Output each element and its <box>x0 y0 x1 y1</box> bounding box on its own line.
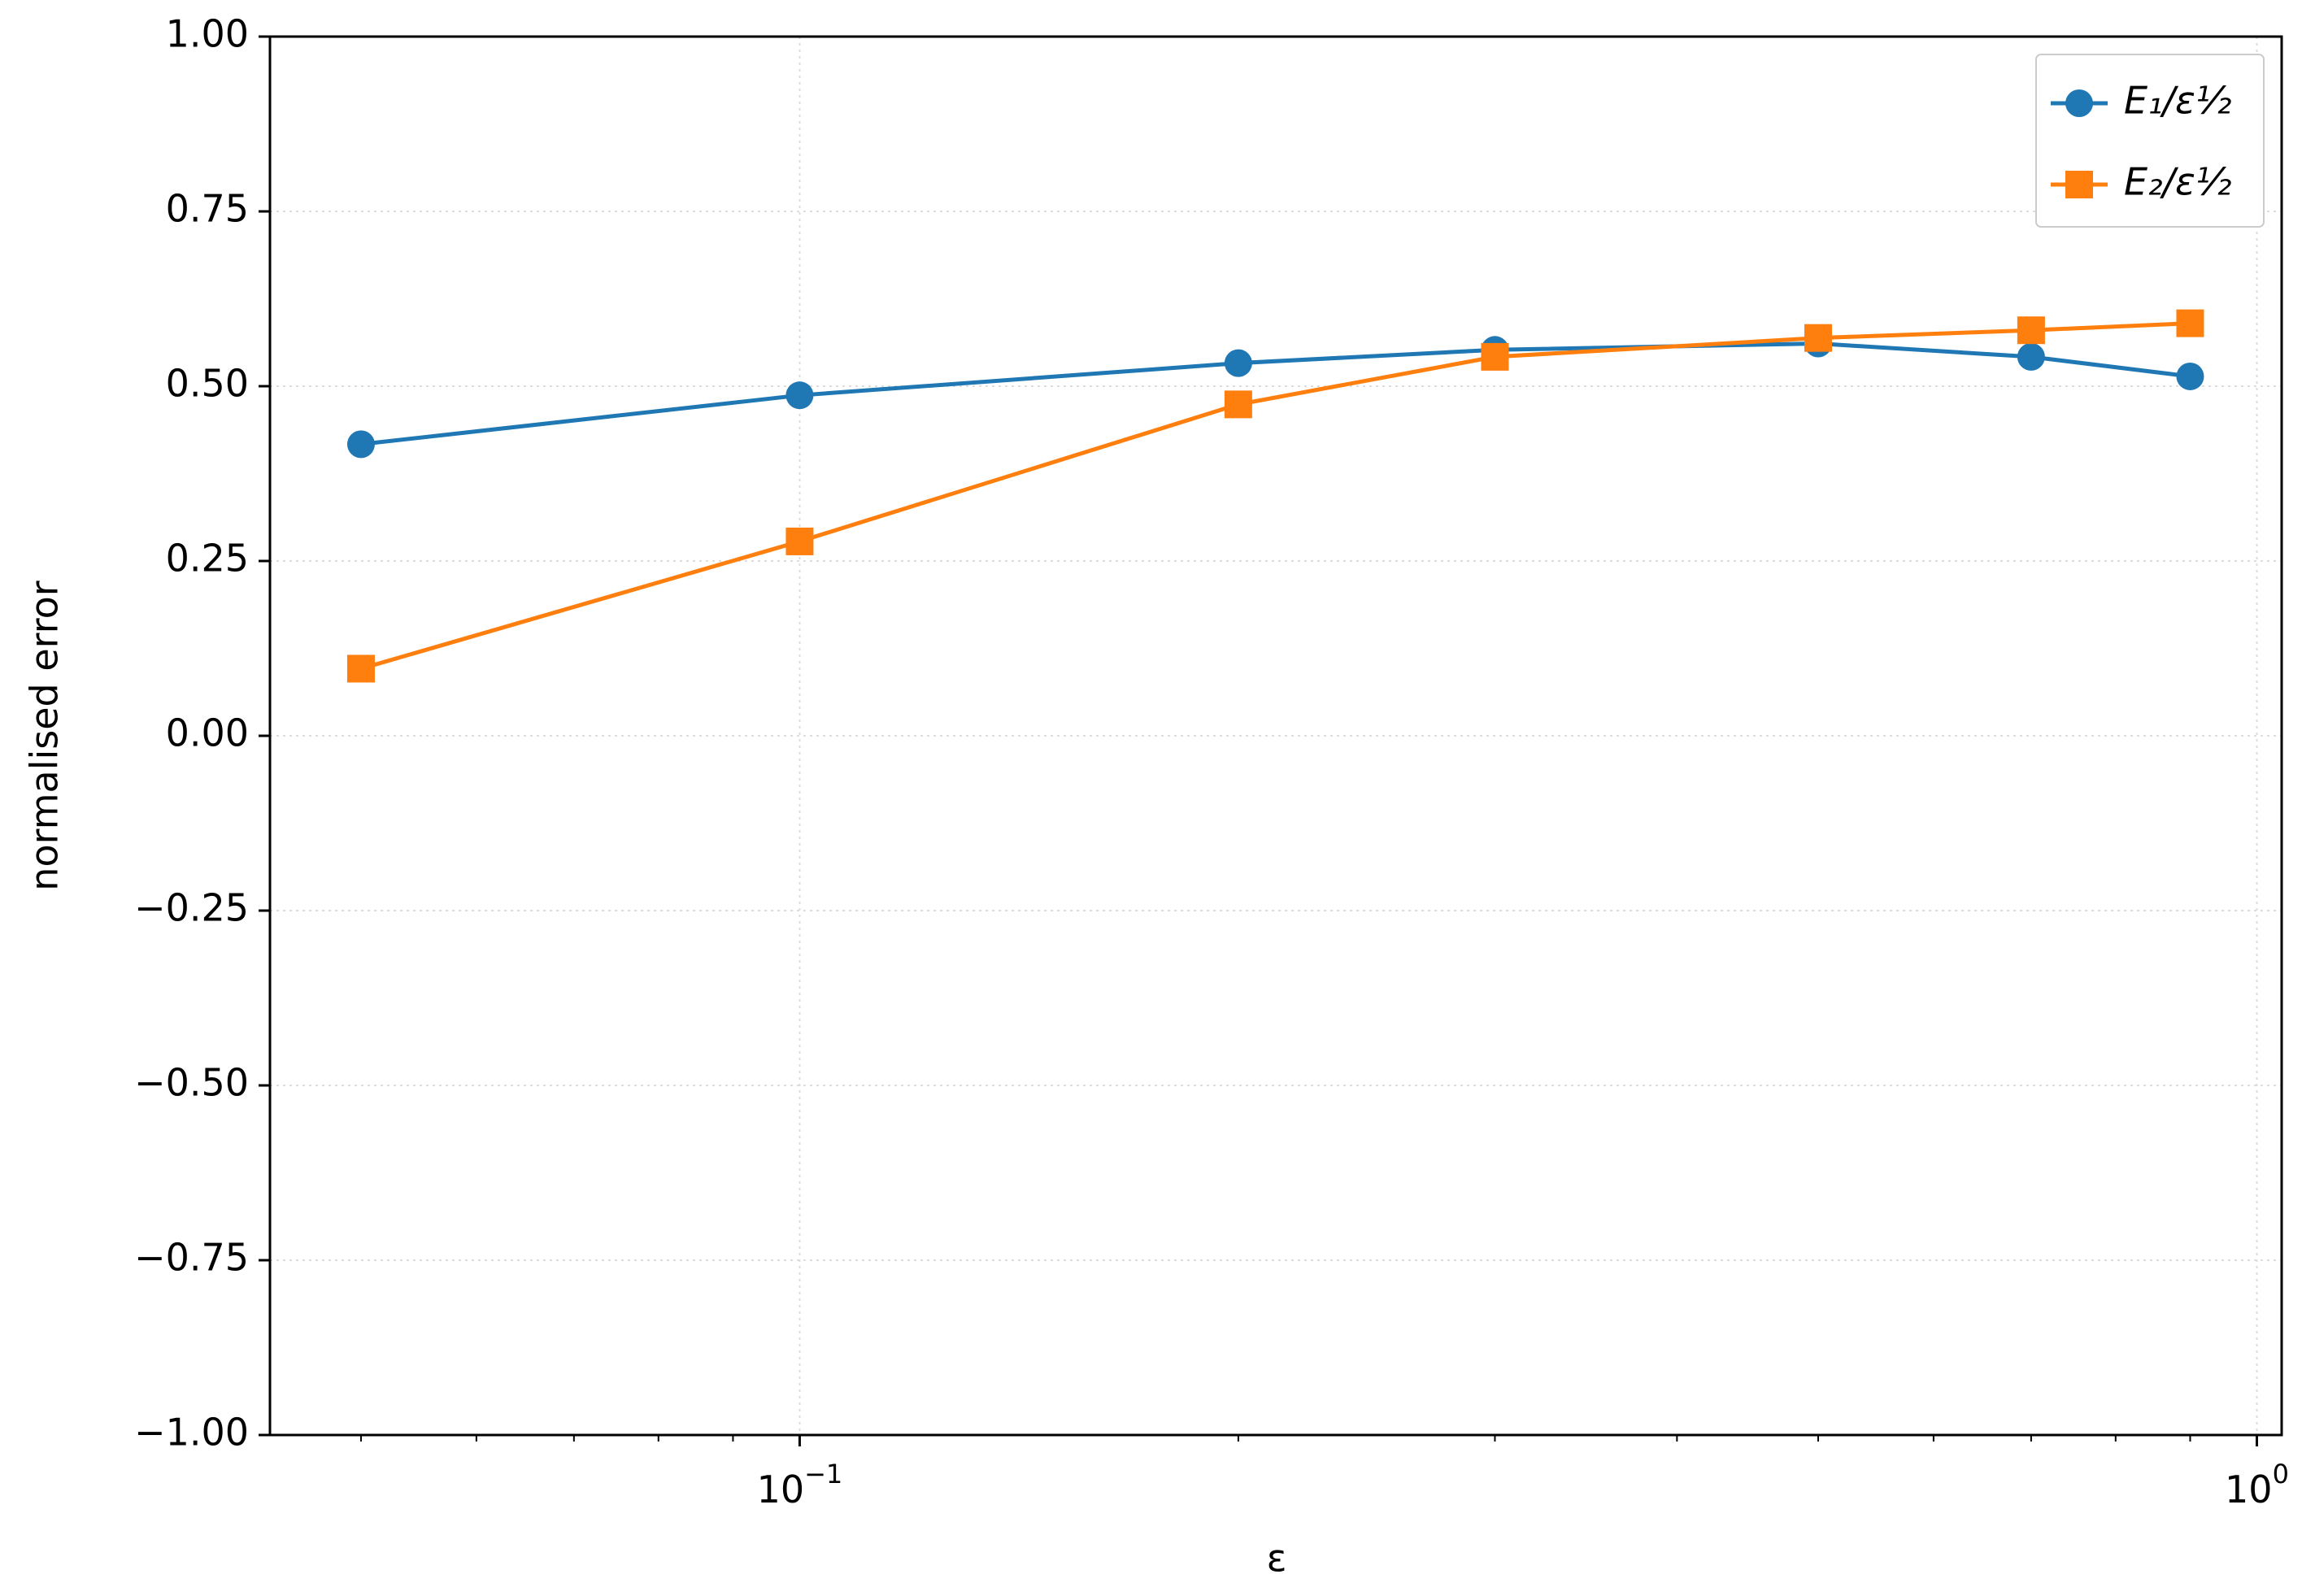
data-point <box>2176 362 2204 390</box>
y-tick-label: 0.00 <box>166 711 249 755</box>
data-point <box>1804 324 1833 352</box>
y-tick-label: −0.50 <box>134 1061 249 1105</box>
data-point <box>2017 342 2045 371</box>
y-tick-label: −0.75 <box>134 1236 249 1280</box>
y-tick-label: 0.50 <box>166 362 249 406</box>
legend-label: E₂/ε½ <box>2124 160 2231 204</box>
x-tick-exponent: −1 <box>804 1459 842 1489</box>
x-tick-label: 10−1 <box>757 1459 843 1511</box>
data-point <box>2176 309 2204 337</box>
data-point <box>785 381 814 410</box>
y-tick-label: 0.25 <box>166 537 249 581</box>
y-tick-label: −1.00 <box>134 1411 249 1455</box>
y-tick-label: 1.00 <box>166 12 249 56</box>
data-point <box>346 430 375 459</box>
y-tick-label: −0.25 <box>134 886 249 930</box>
x-tick-base: 10 <box>757 1468 805 1511</box>
x-axis-label: ε <box>1267 1537 1287 1581</box>
data-point <box>785 527 814 555</box>
x-tick-exponent: 0 <box>2273 1459 2289 1489</box>
data-point <box>1224 349 1252 377</box>
legend-marker <box>2065 89 2093 117</box>
data-point <box>346 654 375 683</box>
y-tick-label: 0.75 <box>166 187 249 231</box>
data-point <box>2017 316 2045 345</box>
series-line <box>360 341 2191 446</box>
legend-label: E₁/ε½ <box>2124 79 2231 123</box>
series-line <box>360 321 2191 671</box>
data-point <box>1224 390 1252 419</box>
y-axis-label: normalised error <box>23 581 67 890</box>
x-tick-label: 100 <box>2225 1459 2289 1511</box>
plot-frame <box>268 35 2283 1437</box>
legend-marker <box>2065 171 2093 198</box>
x-tick-base: 10 <box>2225 1468 2273 1511</box>
data-point <box>1481 342 1509 371</box>
